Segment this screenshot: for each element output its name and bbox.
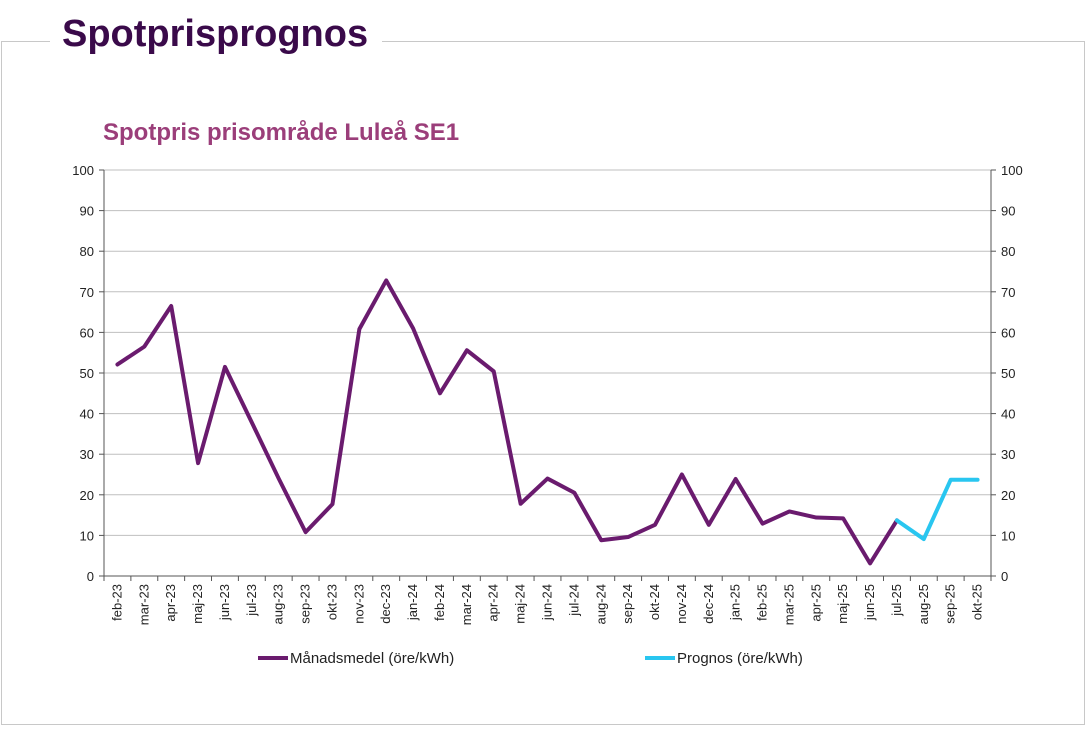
y-tick-label-right: 10 [1001, 528, 1015, 543]
series-line-forecast [894, 477, 980, 542]
x-tick-label: jun-24 [540, 584, 555, 621]
x-tick-label: mar-23 [136, 584, 151, 625]
x-tick-label: jun-23 [217, 584, 232, 621]
x-tick-label: apr-24 [486, 584, 501, 622]
x-tick-label: jul-23 [244, 584, 259, 617]
y-tick-label-left: 40 [80, 407, 94, 422]
y-tick-label-right: 60 [1001, 325, 1015, 340]
y-tick-label-right: 30 [1001, 447, 1015, 462]
y-tick-label-left: 70 [80, 285, 94, 300]
x-tick-label: dec-23 [378, 584, 393, 624]
x-tick-label: nov-23 [351, 584, 366, 624]
x-tick-label: aug-24 [593, 584, 608, 624]
y-tick-label-right: 40 [1001, 407, 1015, 422]
y-tick-label-right: 90 [1001, 204, 1015, 219]
x-tick-label: maj-23 [190, 584, 205, 624]
x-tick-label: sep-24 [620, 584, 635, 624]
y-axis-right: 0 10 20 30 40 50 60 70 80 90 100 [1001, 163, 1023, 584]
y-tick-label-left: 80 [80, 244, 94, 259]
x-tick-label: feb-24 [432, 584, 447, 621]
x-tick-label: aug-25 [916, 584, 931, 624]
y-tick-label-right: 70 [1001, 285, 1015, 300]
x-tick-label: nov-24 [674, 584, 689, 624]
x-tick-label: mar-24 [459, 584, 474, 625]
x-tick-label: feb-23 [109, 584, 124, 621]
y-tick-label-left: 0 [87, 569, 94, 584]
x-tick-label: maj-24 [513, 584, 528, 624]
x-tick-label: okt-25 [970, 584, 985, 620]
y-tick-label-left: 60 [80, 325, 94, 340]
x-tick-label: jul-24 [566, 584, 581, 617]
x-tick-label: mar-25 [781, 584, 796, 625]
legend-label: Prognos (öre/kWh) [677, 650, 803, 667]
chart-frame [1, 41, 1085, 725]
legend-label: Månadsmedel (öre/kWh) [290, 650, 454, 667]
y-tick-label-left: 90 [80, 204, 94, 219]
x-tick-label: jun-25 [862, 584, 877, 621]
y-tick-label-right: 0 [1001, 569, 1008, 584]
x-tick-label: sep-25 [943, 584, 958, 624]
y-tick-label-right: 80 [1001, 244, 1015, 259]
x-tick-label: apr-23 [163, 584, 178, 622]
x-tick-label: apr-25 [808, 584, 823, 622]
x-tick-label: maj-25 [835, 584, 850, 624]
y-tick-label-left: 10 [80, 528, 94, 543]
y-tick-label-left: 20 [80, 488, 94, 503]
x-tick-label: aug-23 [271, 584, 286, 624]
x-axis: feb-23 mar-23 apr-23 maj-23 jun-23 jul-23 aug-… [109, 584, 984, 625]
x-tick-label: jan-25 [728, 584, 743, 621]
series-lines [115, 278, 980, 566]
y-axis-left: 0 10 20 30 40 50 60 70 80 90 100 [72, 163, 94, 584]
gridlines [104, 169, 991, 536]
x-tick-label: okt-24 [647, 584, 662, 620]
y-tick-label-left: 50 [80, 366, 94, 381]
x-tick-label: jan-24 [405, 584, 420, 621]
series-line-actual [115, 278, 899, 566]
y-tick-label-right: 50 [1001, 366, 1015, 381]
x-tick-label: feb-25 [755, 584, 770, 621]
y-tick-label-right: 100 [1001, 163, 1023, 178]
y-tick-label-right: 20 [1001, 488, 1015, 503]
y-tick-label-left: 30 [80, 447, 94, 462]
axes [99, 169, 996, 581]
page-heading: Spotprisprognos [50, 8, 383, 60]
x-tick-label: sep-23 [298, 584, 313, 624]
legend: Månadsmedel (öre/kWh) Prognos (öre/kWh) [258, 650, 803, 667]
chart-title: Spotpris prisområde Luleå SE1 [103, 119, 459, 146]
x-tick-label: dec-24 [701, 584, 716, 624]
x-tick-label: okt-23 [324, 584, 339, 620]
y-tick-label-left: 100 [72, 163, 94, 178]
x-tick-label: jul-25 [889, 584, 904, 617]
